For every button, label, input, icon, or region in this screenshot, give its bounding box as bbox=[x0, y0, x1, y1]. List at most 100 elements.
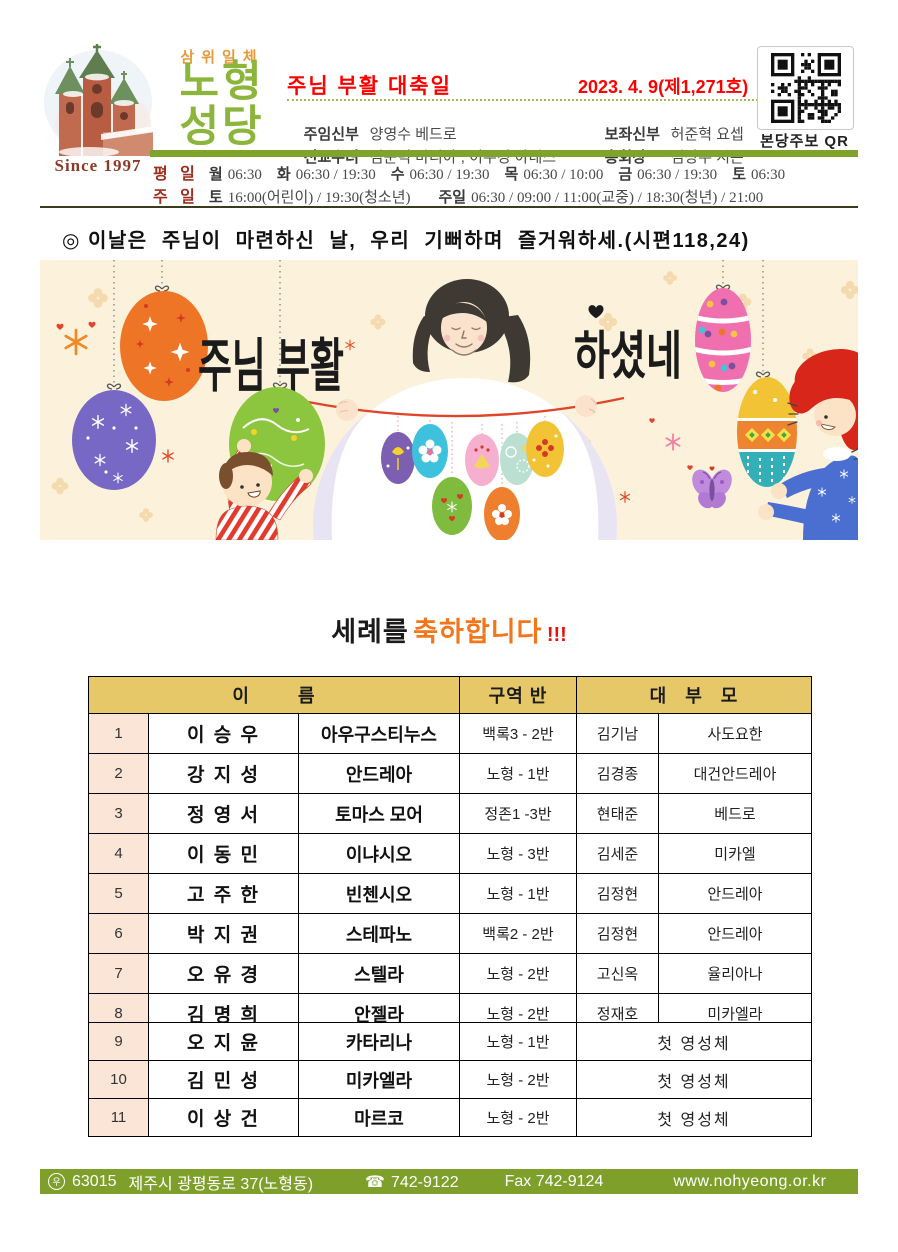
baptismal-name: 카타리나 bbox=[298, 1022, 460, 1061]
pastor-name: 양영수 베드로 bbox=[369, 126, 457, 143]
district-class: 백록2 - 2반 bbox=[459, 913, 577, 954]
assistant-priest-name: 허준혁 요셉 bbox=[670, 126, 744, 143]
girl-figure bbox=[758, 348, 858, 540]
row-number: 4 bbox=[88, 833, 149, 874]
baptismal-name: 스테파노 bbox=[298, 913, 460, 954]
sponsor-baptismal-name: 미카엘 bbox=[658, 833, 812, 874]
schedule-times: 06:30 bbox=[751, 167, 786, 183]
schedule-times: 06:30 / 19:30 bbox=[295, 167, 376, 183]
header-district: 구역 반 bbox=[459, 676, 577, 714]
masthead-green-bar bbox=[150, 150, 858, 157]
schedule-divider bbox=[40, 206, 858, 208]
row-number: 7 bbox=[88, 953, 149, 994]
easter-banner: 주님 부활 bbox=[40, 260, 858, 540]
baptismal-name: 미카엘라 bbox=[298, 1060, 460, 1099]
district-class: 노형 - 2반 bbox=[459, 1098, 577, 1137]
baptized-name: 오 지 윤 bbox=[148, 1022, 299, 1061]
district-class: 노형 - 3반 bbox=[459, 833, 577, 874]
sponsor-baptismal-name: 대건안드레아 bbox=[658, 753, 812, 794]
assistant-priest-row: 보좌신부 허준혁 요셉 bbox=[588, 106, 744, 161]
district-class: 노형 - 1반 bbox=[459, 1022, 577, 1061]
footer-bar: 우 63015 제주시 광평동로 37(노형동) ☎ 742-9122 Fax 7… bbox=[40, 1169, 858, 1194]
first-communion-note: 첫 영성체 bbox=[576, 1060, 812, 1099]
sponsor-name: 김정현 bbox=[576, 873, 659, 914]
table-header-row: 이 름 구역 반 대 부 모 bbox=[88, 676, 812, 714]
assistant-priest-role: 보좌신부 bbox=[604, 126, 660, 143]
sponsor-baptismal-name: 율리아나 bbox=[658, 953, 812, 994]
heading-exclaim: !!! bbox=[546, 624, 567, 646]
schedule-entry: 월 06:30 bbox=[209, 163, 262, 184]
baptized-name: 오 유 경 bbox=[148, 953, 299, 994]
parish-logo: 노형 성당 bbox=[166, 60, 278, 150]
heading-baptism: 세례를 bbox=[331, 617, 409, 647]
schedule-entry: 수 06:30 / 19:30 bbox=[391, 163, 490, 184]
schedule-times: 06:30 / 09:00 / 11:00(교중) / 18:30(청년) / … bbox=[471, 190, 764, 206]
pastor-role: 주임신부 bbox=[303, 126, 359, 143]
baptismal-name: 마르코 bbox=[298, 1098, 460, 1137]
schedule-times: 06:30 / 19:30 bbox=[409, 167, 490, 183]
baptismal-name: 스텔라 bbox=[298, 953, 460, 994]
baptized-name: 박 지 권 bbox=[148, 913, 299, 954]
zip-code: 63015 bbox=[72, 1172, 117, 1190]
baptized-name: 이 상 건 bbox=[148, 1098, 299, 1137]
sponsor-name: 김기남 bbox=[576, 713, 659, 754]
heading-congrats: 축하합니다 bbox=[413, 617, 543, 647]
sponsor-baptismal-name: 안드레아 bbox=[658, 913, 812, 954]
phone-number: 742-9122 bbox=[390, 1173, 459, 1191]
schedule-day: 토 bbox=[208, 189, 223, 206]
schedule-entry: 주일 06:30 / 09:00 / 11:00(교중) / 18:30(청년) … bbox=[439, 186, 764, 207]
header-sponsor: 대 부 모 bbox=[576, 676, 812, 714]
schedule-entry: 목 06:30 / 10:00 bbox=[505, 163, 604, 184]
since-label: Since 1997 bbox=[54, 156, 142, 175]
district-class: 백록3 - 2반 bbox=[459, 713, 577, 754]
sponsor-name: 현태준 bbox=[576, 793, 659, 834]
district-class: 노형 - 1반 bbox=[459, 753, 577, 794]
sponsor-name: 김세준 bbox=[576, 833, 659, 874]
schedule-day: 목 bbox=[504, 166, 519, 183]
schedule-entry: 화 06:30 / 19:30 bbox=[277, 163, 376, 184]
phone-group: ☎ 742-9122 bbox=[365, 1172, 459, 1192]
schedule-day: 토 bbox=[732, 166, 746, 183]
boy-figure bbox=[215, 387, 325, 540]
first-communion-note: 첫 영성체 bbox=[576, 1098, 812, 1137]
baptismal-name: 빈첸시오 bbox=[298, 873, 460, 914]
district-class: 노형 - 2반 bbox=[459, 953, 577, 994]
sunday-times: 토 16:00(어린이) / 19:30(청소년) 주일 06:30 / 09:00 … bbox=[209, 186, 791, 207]
row-number: 9 bbox=[88, 1022, 149, 1061]
issue-date: 2023. 4. 9(제1,271호) bbox=[578, 77, 749, 97]
schedule-times: 06:30 / 19:30 bbox=[637, 167, 718, 183]
baptismal-name: 이냐시오 bbox=[298, 833, 460, 874]
bulletin-qr-code bbox=[757, 46, 854, 130]
phone-icon: ☎ bbox=[365, 1173, 385, 1191]
qr-label: 본당주보 QR bbox=[760, 133, 849, 150]
row-number: 3 bbox=[88, 793, 149, 834]
schedule-day: 금 bbox=[618, 166, 633, 183]
egg-clothesline bbox=[307, 396, 625, 540]
row-number: 11 bbox=[88, 1098, 149, 1137]
district-class: 노형 - 2반 bbox=[459, 1060, 577, 1099]
banner-text-right: 하셨네 bbox=[574, 328, 682, 386]
schedule-day: 주일 bbox=[438, 189, 467, 206]
website-link[interactable]: www.nohyeong.or.kr bbox=[673, 1172, 827, 1190]
jesus-hands bbox=[336, 395, 597, 421]
district-class: 정존1 -3반 bbox=[459, 793, 577, 834]
jesus-figure bbox=[313, 279, 617, 540]
schedule-day: 화 bbox=[276, 166, 291, 183]
baptismal-name: 아우구스티누스 bbox=[298, 713, 460, 754]
schedule-times: 16:00(어린이) / 19:30(청소년) bbox=[227, 190, 411, 206]
first-communion-note: 첫 영성체 bbox=[576, 1022, 812, 1061]
district-class: 노형 - 1반 bbox=[459, 873, 577, 914]
header-name: 이 름 bbox=[88, 676, 460, 714]
baptized-name: 이 승 우 bbox=[148, 713, 299, 754]
logo-line2: 성당 bbox=[179, 103, 265, 151]
schedule-day: 수 bbox=[390, 166, 405, 183]
